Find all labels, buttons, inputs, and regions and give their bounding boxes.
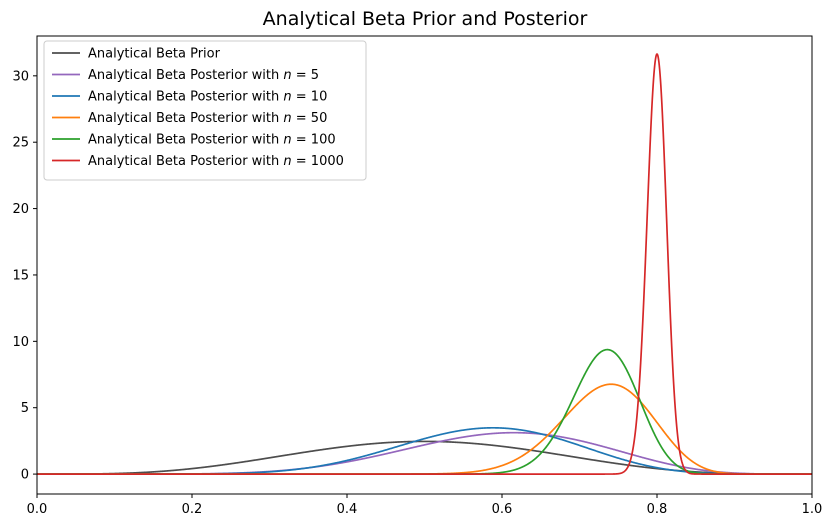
y-tick-label-2: 10: [12, 335, 29, 350]
chart-title: Analytical Beta Prior and Posterior: [263, 8, 588, 30]
legend-entry-5: Analytical Beta Posterior with n = 1000: [88, 154, 344, 169]
series-layer: [37, 52, 812, 475]
y-tick-label-1: 5: [21, 401, 29, 416]
x-tick-label-3: 0.6: [492, 502, 513, 517]
x-tick-label-0: 0.0: [27, 502, 48, 517]
series-line-3: [37, 383, 812, 475]
plot-frame: [36, 35, 813, 495]
y-tick-label-6: 30: [12, 69, 29, 84]
legend-entry-3: Analytical Beta Posterior with n = 50: [88, 111, 327, 126]
x-tick-label-1: 0.2: [182, 502, 203, 517]
series-line-4: [37, 348, 812, 475]
y-tick-label-4: 20: [12, 202, 29, 217]
series-line-2: [37, 426, 812, 475]
series-line-5: [37, 52, 812, 475]
legend-entry-2: Analytical Beta Posterior with n = 10: [88, 90, 327, 105]
axes-layer: 0.0 0.2 0.4 0.6 0.8 1.0 0 5 10 15 20 25 30: [12, 69, 822, 517]
legend-entry-0: Analytical Beta Prior: [88, 47, 221, 62]
legend: Analytical Beta Prior Analytical Beta Pos…: [43, 40, 367, 181]
y-tick-label-0: 0: [21, 468, 29, 483]
x-tick-label-4: 0.8: [647, 502, 668, 517]
legend-entry-4: Analytical Beta Posterior with n = 100: [88, 133, 336, 148]
legend-box: [43, 40, 367, 181]
x-tick-label-2: 0.4: [337, 502, 358, 517]
y-tick-label-5: 25: [12, 136, 29, 151]
y-tick-label-3: 15: [12, 268, 29, 283]
x-tick-label-5: 1.0: [802, 502, 823, 517]
legend-entry-1: Analytical Beta Posterior with n = 5: [88, 68, 319, 83]
